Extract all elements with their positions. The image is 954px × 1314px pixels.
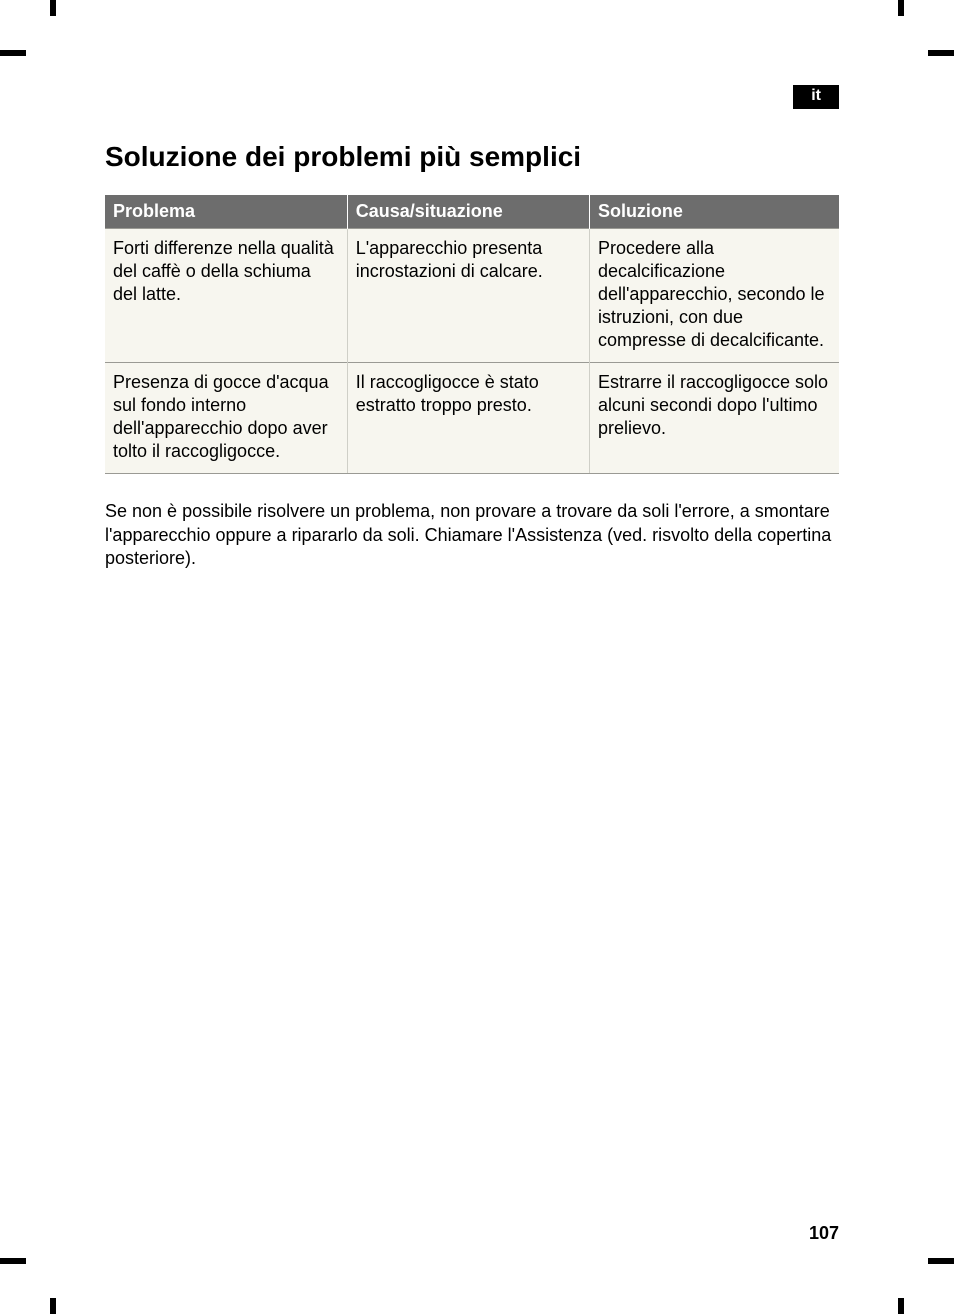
table-row: Forti differenze nella qualità del caffè… <box>105 229 839 363</box>
crop-mark <box>898 1298 904 1314</box>
page-number: 107 <box>809 1223 839 1244</box>
crop-mark <box>928 50 954 56</box>
column-header-problem: Problema <box>105 195 347 229</box>
cell-cause: Il raccogligocce è stato estratto troppo… <box>347 363 589 474</box>
cell-cause: L'apparecchio presenta incrostazioni di … <box>347 229 589 363</box>
crop-mark <box>928 1258 954 1264</box>
cell-problem: Forti differenze nella qualità del caffè… <box>105 229 347 363</box>
cell-solution: Estrarre il raccogligocce solo alcuni se… <box>589 363 839 474</box>
column-header-cause: Causa/situazione <box>347 195 589 229</box>
cell-solution: Procedere alla decalcificazione dell'app… <box>589 229 839 363</box>
troubleshooting-table: Problema Causa/situazione Soluzione Fort… <box>105 195 839 474</box>
column-header-solution: Soluzione <box>589 195 839 229</box>
crop-mark <box>898 0 904 16</box>
crop-mark <box>0 1258 26 1264</box>
table-header-row: Problema Causa/situazione Soluzione <box>105 195 839 229</box>
crop-mark <box>50 0 56 16</box>
page-title: Soluzione dei problemi più semplici <box>105 141 839 173</box>
crop-mark <box>0 50 26 56</box>
table-row: Presenza di gocce d'acqua sul fondo inte… <box>105 363 839 474</box>
crop-mark <box>50 1298 56 1314</box>
cell-problem: Presenza di gocce d'acqua sul fondo inte… <box>105 363 347 474</box>
page-content: it Soluzione dei problemi più semplici P… <box>105 85 839 570</box>
footnote-text: Se non è possibile risolvere un problema… <box>105 500 839 570</box>
language-tag: it <box>793 85 839 109</box>
